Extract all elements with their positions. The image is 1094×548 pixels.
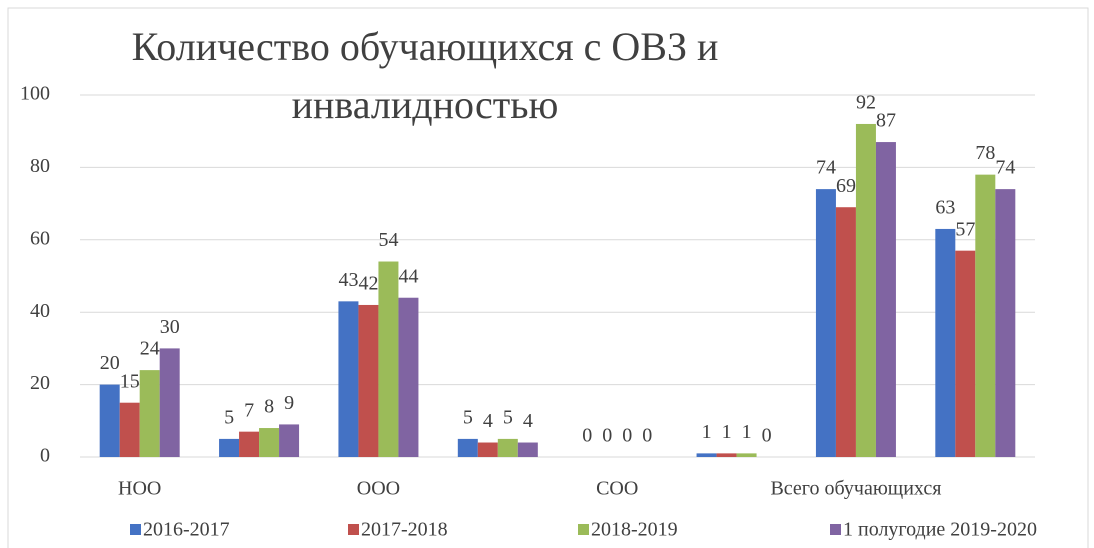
x-tick-label: ООО bbox=[357, 478, 400, 500]
legend-swatch bbox=[130, 524, 141, 535]
bar bbox=[338, 301, 359, 457]
data-label: 1 bbox=[742, 421, 752, 443]
legend-label: 2016-2017 bbox=[143, 519, 230, 541]
data-label: 1 bbox=[702, 421, 712, 443]
bar bbox=[398, 297, 419, 457]
data-label: 9 bbox=[284, 392, 294, 414]
x-tick-label: Всего обучающихся bbox=[770, 478, 941, 500]
legend-swatch bbox=[348, 524, 359, 535]
data-label: 0 bbox=[622, 425, 632, 447]
bar bbox=[716, 453, 737, 457]
data-label: 44 bbox=[398, 265, 418, 287]
legend-swatch bbox=[578, 524, 589, 535]
bar bbox=[259, 428, 280, 457]
bar bbox=[935, 228, 956, 457]
y-tick-label: 20 bbox=[30, 372, 50, 394]
bar bbox=[99, 384, 120, 457]
bar bbox=[457, 438, 478, 457]
data-label: 24 bbox=[140, 338, 160, 360]
bar bbox=[477, 442, 498, 457]
bar bbox=[139, 370, 160, 457]
chart-title: Количество обучающихся с ОВЗ и инвалидно… bbox=[131, 24, 719, 127]
data-label: 74 bbox=[995, 157, 1015, 179]
y-tick-label: 40 bbox=[30, 300, 50, 322]
bar bbox=[497, 438, 518, 457]
bar bbox=[835, 207, 856, 457]
data-label: 8 bbox=[264, 396, 274, 418]
data-label: 69 bbox=[836, 175, 856, 197]
data-label: 63 bbox=[935, 197, 955, 219]
data-label: 5 bbox=[463, 406, 473, 428]
data-label: 0 bbox=[762, 425, 772, 447]
data-label: 20 bbox=[100, 352, 120, 374]
legend-swatch bbox=[830, 524, 841, 535]
bar bbox=[855, 123, 876, 458]
bar bbox=[955, 250, 976, 457]
bar bbox=[995, 189, 1016, 457]
legend-label: 2018-2019 bbox=[591, 519, 678, 541]
data-label: 78 bbox=[975, 142, 995, 164]
bar bbox=[736, 453, 757, 457]
data-label: 92 bbox=[856, 92, 876, 114]
y-tick-label: 60 bbox=[30, 227, 50, 249]
data-label: 0 bbox=[602, 425, 612, 447]
bar bbox=[239, 431, 260, 457]
y-tick-label: 80 bbox=[30, 155, 50, 177]
data-label: 0 bbox=[582, 425, 592, 447]
data-label: 0 bbox=[642, 425, 652, 447]
data-label: 4 bbox=[523, 410, 533, 432]
legend-label: 2017-2018 bbox=[361, 519, 448, 541]
bar bbox=[378, 261, 399, 457]
chart-frame bbox=[7, 7, 1089, 548]
data-label: 54 bbox=[378, 229, 398, 251]
y-tick-label: 0 bbox=[40, 445, 50, 467]
bar bbox=[219, 438, 240, 457]
bar bbox=[875, 142, 896, 457]
data-label: 74 bbox=[816, 157, 836, 179]
x-tick-label: НОО bbox=[118, 478, 161, 500]
bar bbox=[696, 453, 717, 457]
data-label: 7 bbox=[244, 399, 254, 421]
data-label: 42 bbox=[358, 273, 378, 295]
data-label: 5 bbox=[224, 406, 234, 428]
data-label: 5 bbox=[503, 406, 513, 428]
bar bbox=[159, 348, 180, 457]
bar bbox=[975, 174, 996, 457]
bar bbox=[517, 442, 538, 457]
bar bbox=[815, 189, 836, 457]
bar bbox=[119, 402, 140, 457]
data-label: 57 bbox=[955, 218, 975, 240]
legend-label: 1 полугодие 2019-2020 bbox=[843, 519, 1037, 541]
bar bbox=[358, 304, 379, 457]
data-label: 4 bbox=[483, 410, 493, 432]
bar bbox=[279, 424, 300, 457]
data-label: 15 bbox=[120, 370, 140, 392]
y-tick-label: 100 bbox=[20, 83, 50, 105]
data-label: 1 bbox=[722, 421, 732, 443]
data-label: 87 bbox=[876, 110, 896, 132]
data-label: 43 bbox=[338, 269, 358, 291]
x-tick-label: СОО bbox=[596, 478, 638, 500]
data-label: 30 bbox=[160, 316, 180, 338]
